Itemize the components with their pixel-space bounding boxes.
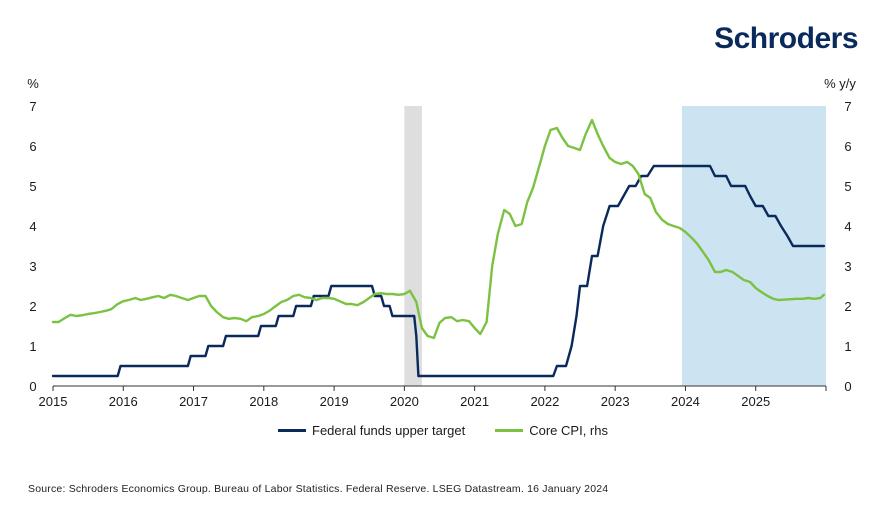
legend-label-fed: Federal funds upper target: [312, 423, 466, 438]
legend-item-fed: Federal funds upper target: [278, 423, 465, 438]
y-tick-label-left: 3: [29, 259, 36, 274]
brand-logo: Schroders: [714, 22, 858, 55]
legend-label-cpi: Core CPI, rhs: [529, 423, 608, 438]
y-tick-label-right: 3: [844, 259, 851, 274]
y-tick-label-left: 5: [29, 179, 36, 194]
y-tick-label-left: 4: [29, 219, 36, 234]
y-tick-label-right: 6: [844, 139, 851, 154]
y-tick-label-right: 5: [844, 179, 851, 194]
y-tick-label-left: 0: [29, 379, 36, 394]
y-tick-label-left: 1: [29, 339, 36, 354]
legend-swatch-cpi: [495, 429, 524, 432]
chart-axes: 2015 2016 2017 2018 2019 2020 2021 2022 2023 2024…: [27, 76, 856, 409]
x-tick-label: 2015: [39, 394, 68, 409]
chart-series: [51, 118, 826, 378]
y-tick-label-left: 6: [29, 139, 36, 154]
x-tick-label: 2023: [601, 394, 630, 409]
x-tick-label: 2025: [741, 394, 770, 409]
legend-item-cpi: Core CPI, rhs: [495, 423, 608, 438]
y-tick-label-left: 2: [29, 299, 36, 314]
series-line-fed-funds: [51, 164, 826, 378]
y-tick-label-right: 1: [844, 339, 851, 354]
chart-legend: Federal funds upper target Core CPI, rhs: [0, 423, 886, 438]
x-tick-label: 2019: [320, 394, 349, 409]
y-tick-label-right: 7: [844, 99, 851, 114]
series-line-core-cpi: [51, 118, 826, 340]
x-tick-label: 2016: [109, 394, 138, 409]
x-tick-label: 2021: [460, 394, 489, 409]
legend-swatch-fed: [278, 429, 307, 432]
y-tick-label-right: 0: [844, 379, 851, 394]
x-tick-label: 2024: [671, 394, 700, 409]
y-tick-label-left: 7: [29, 99, 36, 114]
x-tick-label: 2017: [179, 394, 208, 409]
x-tick-label: 2022: [530, 394, 559, 409]
y-axis-label-left: %: [27, 76, 39, 91]
shaded-region-recession: [404, 106, 422, 386]
x-tick-label: 2018: [249, 394, 278, 409]
y-tick-label-right: 4: [844, 219, 851, 234]
shaded-regions: [404, 106, 826, 386]
y-tick-label-right: 2: [844, 299, 851, 314]
source-note: Source: Schroders Economics Group. Burea…: [28, 483, 609, 495]
y-axis-label-right: % y/y: [824, 76, 856, 91]
x-tick-label: 2020: [390, 394, 419, 409]
